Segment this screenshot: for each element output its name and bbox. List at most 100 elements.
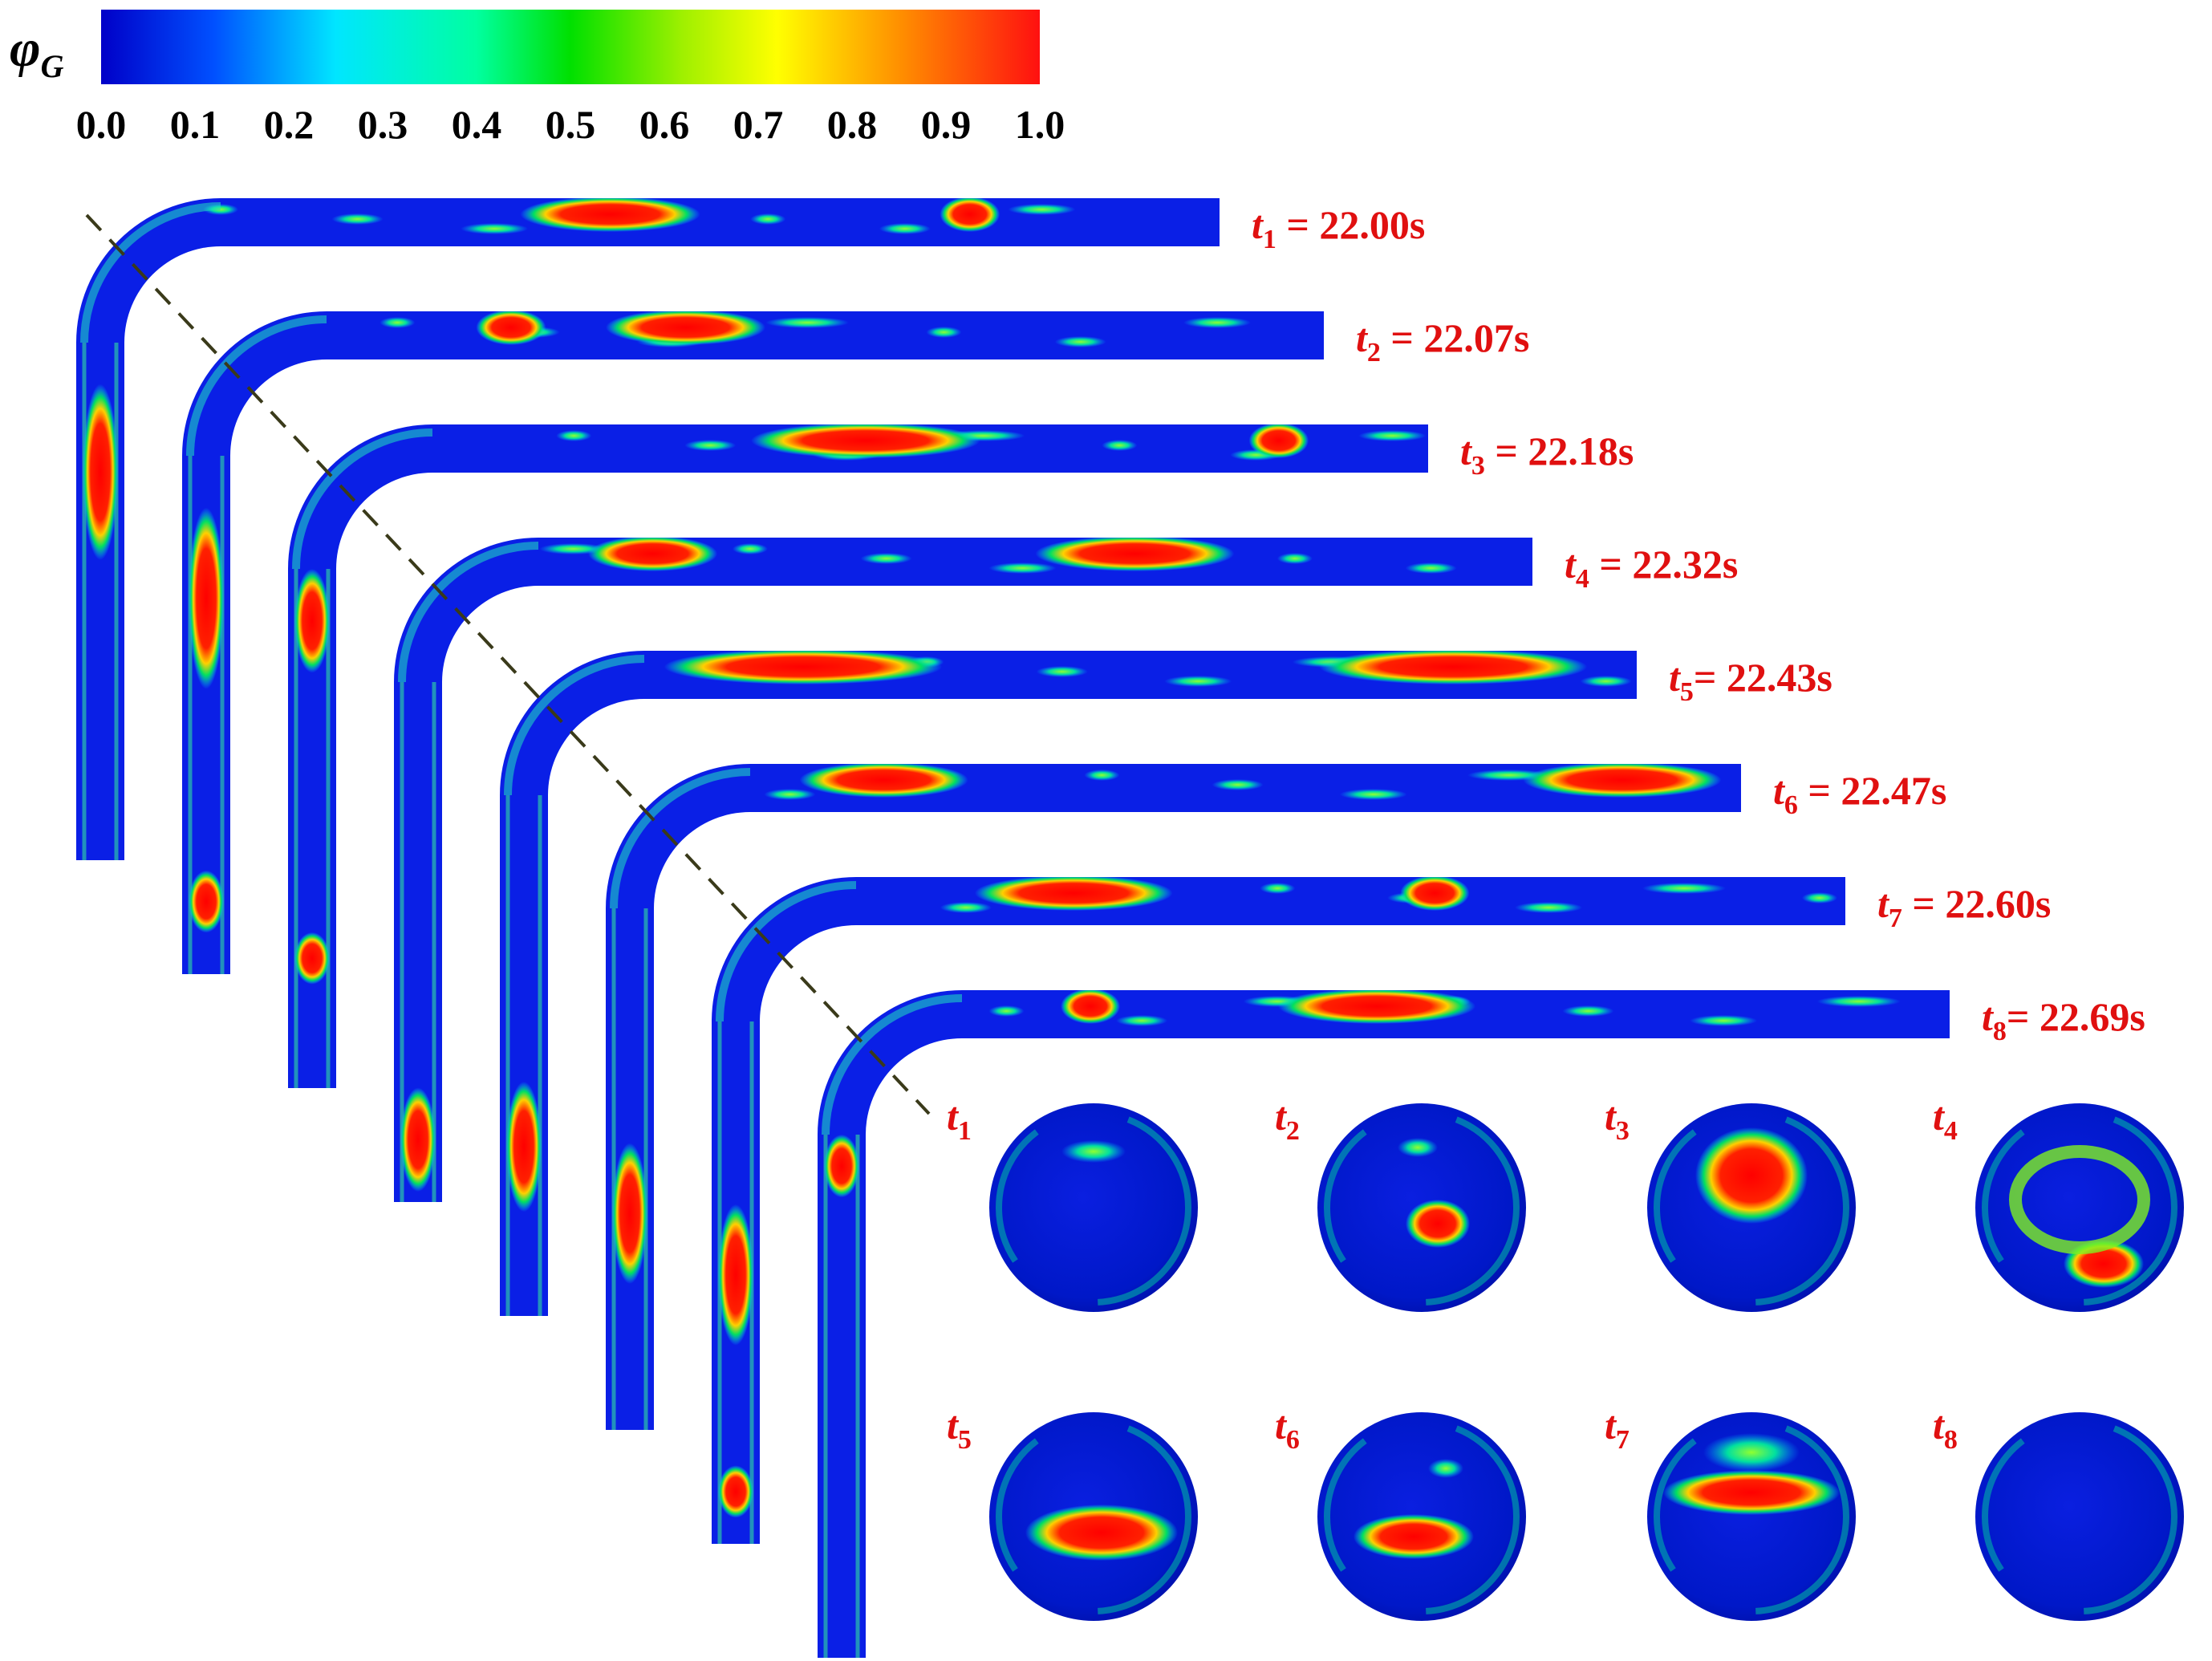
void-streak [1642,883,1727,894]
void-patch [1428,1459,1463,1478]
gas-slug [400,1087,436,1192]
colorbar-tick-label: 0.2 [264,102,315,147]
gas-slug [587,538,718,571]
bend-film [292,428,433,570]
cross-section-film [1654,1419,1849,1614]
pipe-body [288,424,1428,1088]
colorbar: φG 0.0 0.1 0.2 0.3 0.4 0.5 0.6 0.7 0.8 0.9 1.0 [10,10,1065,147]
cross-section-label: t3 [1605,1094,1630,1146]
cross-section-film [1324,1110,1520,1306]
void-streak [331,213,384,225]
pipe-body [606,764,1741,1430]
time-label: t1 = 22.00s [1252,202,1425,254]
gas-slug [940,198,1000,232]
gas-slug [799,764,968,798]
colorbar-tick-label: 0.5 [546,102,596,147]
void-streak [1276,553,1313,564]
void-streak [1102,440,1138,451]
gas-slug [718,1465,753,1518]
gas-slug [189,507,224,689]
void-streak [764,789,816,800]
bend-film [80,202,221,343]
gas-slug [606,311,765,345]
void-streak [988,1005,1025,1017]
void-streak [732,543,768,554]
time-label: t6 = 22.47s [1773,768,1946,820]
void-streak [765,317,850,328]
cross-section-film [996,1110,1191,1306]
void-streak [1801,892,1837,904]
cross-section-label: t8 [1933,1403,1958,1455]
cross-section-film [1654,1110,1849,1306]
colorbar-symbol: φG [10,19,64,84]
gas-slug [294,569,330,673]
pipe-snapshot [818,990,1950,1658]
bend-film [716,881,857,1022]
colorbar-tick-label: 0.0 [76,102,127,147]
time-label: t5= 22.43s [1669,655,1833,707]
void-streak [860,553,912,564]
void-streak [1212,779,1264,790]
void-streak [926,327,962,338]
bend-film [822,994,963,1135]
bend-film [610,768,751,909]
void-streak [1008,204,1076,215]
void-streak [1054,336,1106,347]
gas-slug [612,1143,647,1284]
cross-section: t8 [1933,1403,2184,1621]
cross-section: t2 [1275,1094,1526,1312]
colorbar-tick-label: 0.9 [921,102,972,147]
void-streak [940,902,992,913]
colorbar-tick-label: 1.0 [1015,102,1065,147]
void-streak [1084,770,1120,781]
cross-section-label: t7 [1605,1403,1630,1455]
gas-slug [718,1204,753,1346]
void-streak [1116,1015,1168,1026]
cross-section: t6 [1275,1403,1526,1621]
cross-section: t3 [1605,1094,1856,1312]
pipe-snapshot [288,424,1428,1088]
cross-section-disc [1975,1412,2184,1621]
pipe-snapshot [76,198,1220,860]
time-label: t8= 22.69s [1982,994,2145,1046]
void-streak [461,223,529,234]
void-streak [1816,996,1901,1007]
colorbar-tick-label: 0.1 [170,102,221,147]
cross-section-film [1982,1110,2178,1306]
gas-slug [476,311,546,345]
colorbar-tick-label: 0.7 [733,102,784,147]
pipe-body [182,311,1324,974]
pipe-snapshots [76,198,1950,1658]
cross-section-label: t4 [1933,1094,1958,1146]
void-streak [1358,430,1427,441]
cross-section-disc [989,1103,1198,1312]
cross-section-label: t6 [1275,1403,1300,1455]
gas-slug [974,877,1173,911]
colorbar-tick-label: 0.3 [358,102,408,147]
dashed-guide-line [85,213,931,1115]
colorbar-tick-label: 0.8 [827,102,878,147]
bend-film [398,542,539,683]
cross-section-disc [1647,1412,1856,1621]
cross-section: t5 [947,1403,1198,1621]
time-label: t4 = 22.32s [1565,542,1738,594]
gas-core [1406,1200,1470,1248]
time-label: t3 = 22.18s [1460,428,1634,481]
gas-slug [1061,990,1120,1024]
gas-core [1354,1514,1474,1559]
cross-section-label: t1 [947,1094,972,1146]
cross-section: t4 [1933,1094,2184,1312]
pipe-snapshot [394,538,1532,1202]
pipe-snapshot [606,764,1741,1430]
void-streak [556,430,592,441]
cross-section-film [996,1419,1191,1614]
pipe-body [394,538,1532,1202]
gas-core [1025,1505,1178,1561]
cross-section-label: t5 [947,1403,972,1455]
gas-slug [1248,424,1309,458]
cross-sections: t1 t2 t3 t4 t5 t6 t7 t8 [947,1094,2184,1621]
void-streak [879,223,931,234]
cross-section-label: t2 [1275,1094,1300,1146]
